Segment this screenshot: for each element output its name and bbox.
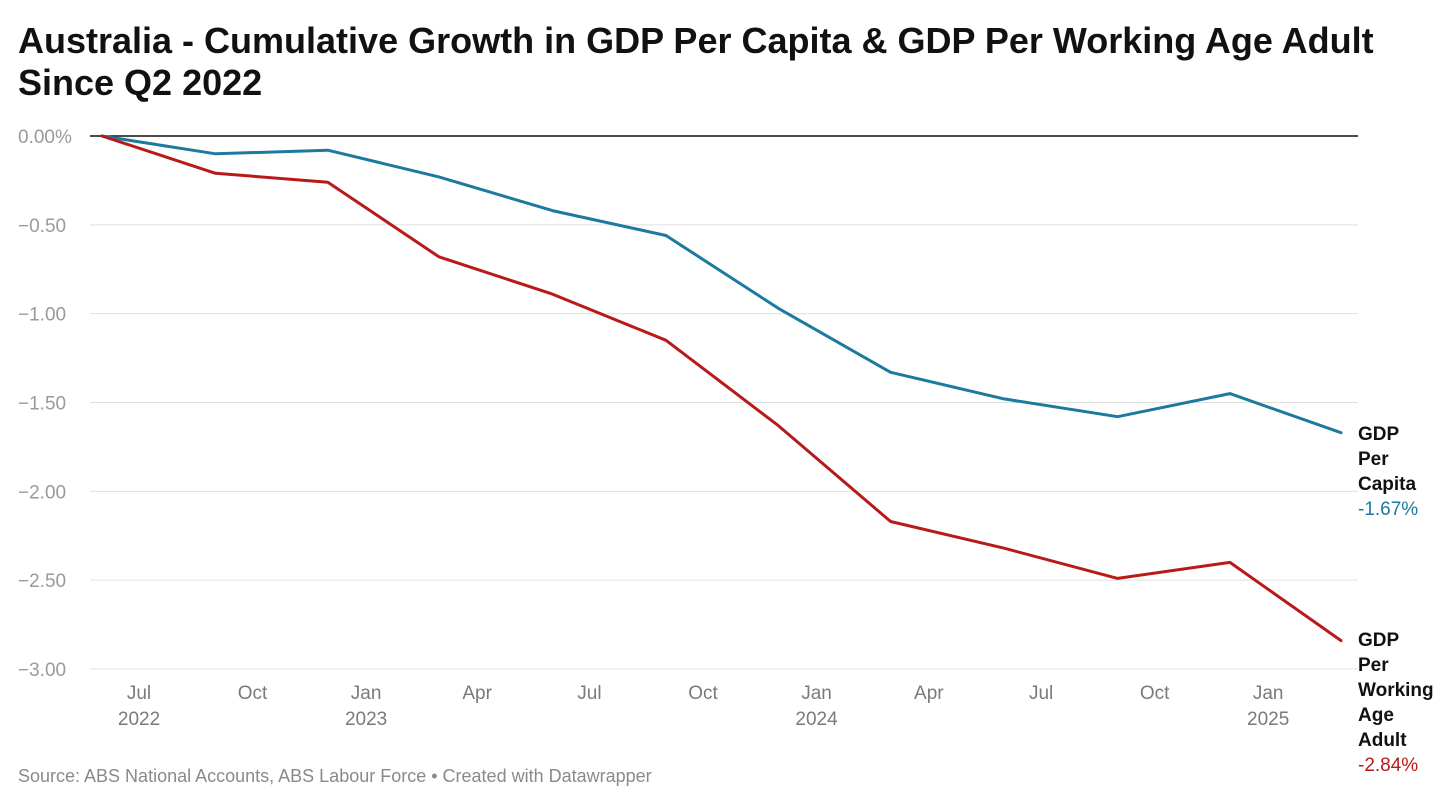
y-tick-label: −0.50: [18, 216, 66, 237]
series-end-name: Working: [1358, 680, 1434, 701]
series-end-name: Capita: [1358, 474, 1417, 495]
series-end-name: GDP: [1358, 424, 1400, 445]
x-tick-month: Jul: [127, 683, 151, 704]
x-tick-year: 2025: [1247, 709, 1289, 730]
series-end-name: Age: [1358, 705, 1394, 726]
y-tick-label: −2.50: [18, 571, 66, 592]
chart-title: Australia - Cumulative Growth in GDP Per…: [18, 20, 1374, 103]
y-tick-label: −2.00: [18, 482, 66, 503]
series-end-name: Per: [1358, 449, 1389, 470]
y-tick-label: −1.00: [18, 305, 66, 326]
x-tick-month: Apr: [462, 683, 492, 704]
series-line-gdp-per-capita: [100, 134, 1343, 435]
series-end-name: Adult: [1358, 730, 1407, 751]
series-end-value: -2.84%: [1358, 755, 1418, 776]
series-line-gdp-per-working-age-adult: [100, 134, 1343, 643]
x-tick-year: 2022: [118, 709, 160, 730]
x-tick-month: Apr: [914, 683, 944, 704]
x-tick-month: Oct: [688, 683, 718, 704]
x-tick-month: Oct: [238, 683, 268, 704]
x-tick-month: Jul: [1029, 683, 1053, 704]
series-end-labels: GDP Per Capita -1.67% GDP Per Working Age Adult -…: [1358, 424, 1434, 776]
y-tick-label: 0.00%: [18, 127, 72, 148]
grid-lines: [90, 135, 1358, 670]
x-tick-year: 2023: [345, 709, 387, 730]
source-note: Source: ABS National Accounts, ABS Labou…: [18, 766, 652, 786]
x-tick-month: Oct: [1140, 683, 1170, 704]
x-tick-month: Jul: [577, 683, 601, 704]
y-axis-ticks: 0.00% −0.50 −1.00 −1.50 −2.00 −2.50 −3.00: [18, 127, 72, 681]
series-end-name: Per: [1358, 655, 1389, 676]
x-tick-month: Jan: [1253, 683, 1284, 704]
x-axis-ticks: Jul 2022 Oct Jan 2023 Apr Jul Oct Jan 2024 Apr Jul O…: [118, 683, 1289, 730]
series-end-value: -1.67%: [1358, 499, 1418, 520]
y-tick-label: −1.50: [18, 394, 66, 415]
series-end-name: GDP: [1358, 630, 1400, 651]
x-tick-month: Jan: [351, 683, 382, 704]
series-lines: [100, 134, 1343, 643]
x-tick-year: 2024: [795, 709, 838, 730]
y-tick-label: −3.00: [18, 660, 66, 681]
x-tick-month: Jan: [801, 683, 832, 704]
